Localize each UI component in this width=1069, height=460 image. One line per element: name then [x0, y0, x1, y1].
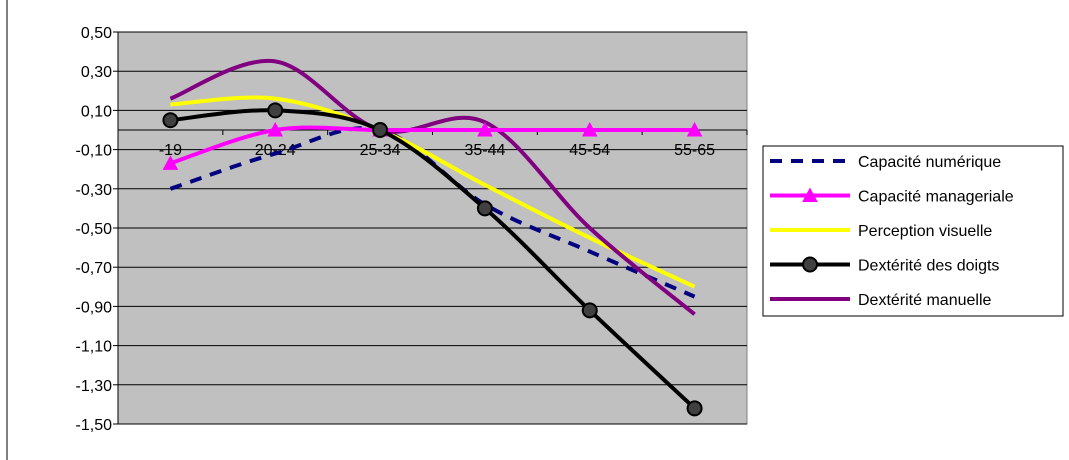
legend-label: Capacité numérique [858, 154, 1001, 171]
data-point [372, 122, 389, 138]
series-line [169, 125, 695, 166]
legend-marker [802, 187, 818, 202]
data-point [162, 155, 179, 170]
data-point [477, 121, 493, 137]
series-line [169, 58, 696, 316]
legend-marker [802, 256, 818, 273]
data-point [267, 121, 284, 137]
y-tick-label: -1,30 [76, 378, 113, 395]
y-tick-label: -1,50 [76, 417, 113, 434]
y-tick-label: -0,90 [76, 299, 113, 316]
data-point [162, 112, 179, 129]
y-tick-label: -0,70 [76, 260, 113, 277]
y-tick-label: 0,30 [81, 64, 112, 81]
y-axis-ticks: 0,50 0,30 0,10 -0,10 -0,30 -0,50 -0,70 -0,90 -1,… [76, 25, 118, 434]
series-group [162, 58, 703, 417]
y-tick-label: 0,10 [81, 103, 112, 120]
gridlines [118, 31, 747, 425]
x-tick-label: 20-24 [255, 142, 296, 159]
legend-label: Dextérité manuelle [858, 292, 992, 309]
series-line [170, 95, 696, 289]
x-tick-label: 55-65 [674, 142, 715, 159]
data-point [581, 121, 598, 137]
data-point [476, 200, 493, 217]
legend-label: Perception visuelle [858, 223, 992, 240]
x-tick-label: 35-44 [464, 142, 505, 159]
legend: Capacité numérique Capacité manageriale Pe… [770, 154, 1014, 309]
x-axis-ticks: -19 20-24 25-34 35-44 45-54 55-65 [117, 130, 748, 159]
x-tick-label: -19 [159, 142, 182, 159]
y-tick-label: -0,30 [76, 182, 113, 199]
data-point [686, 400, 703, 417]
y-tick-label: 0,50 [81, 25, 112, 42]
data-point [686, 121, 703, 137]
data-point [267, 102, 284, 119]
x-tick-label: 45-54 [569, 142, 610, 159]
legend-label: Capacité manageriale [858, 189, 1014, 206]
y-tick-label: -1,10 [76, 339, 113, 356]
data-point [581, 302, 598, 319]
x-tick-label: 25-34 [360, 142, 401, 159]
legend-label: Dextérité des doigts [858, 258, 999, 275]
y-tick-label: -0,10 [76, 143, 113, 160]
y-tick-label: -0,50 [76, 221, 113, 238]
